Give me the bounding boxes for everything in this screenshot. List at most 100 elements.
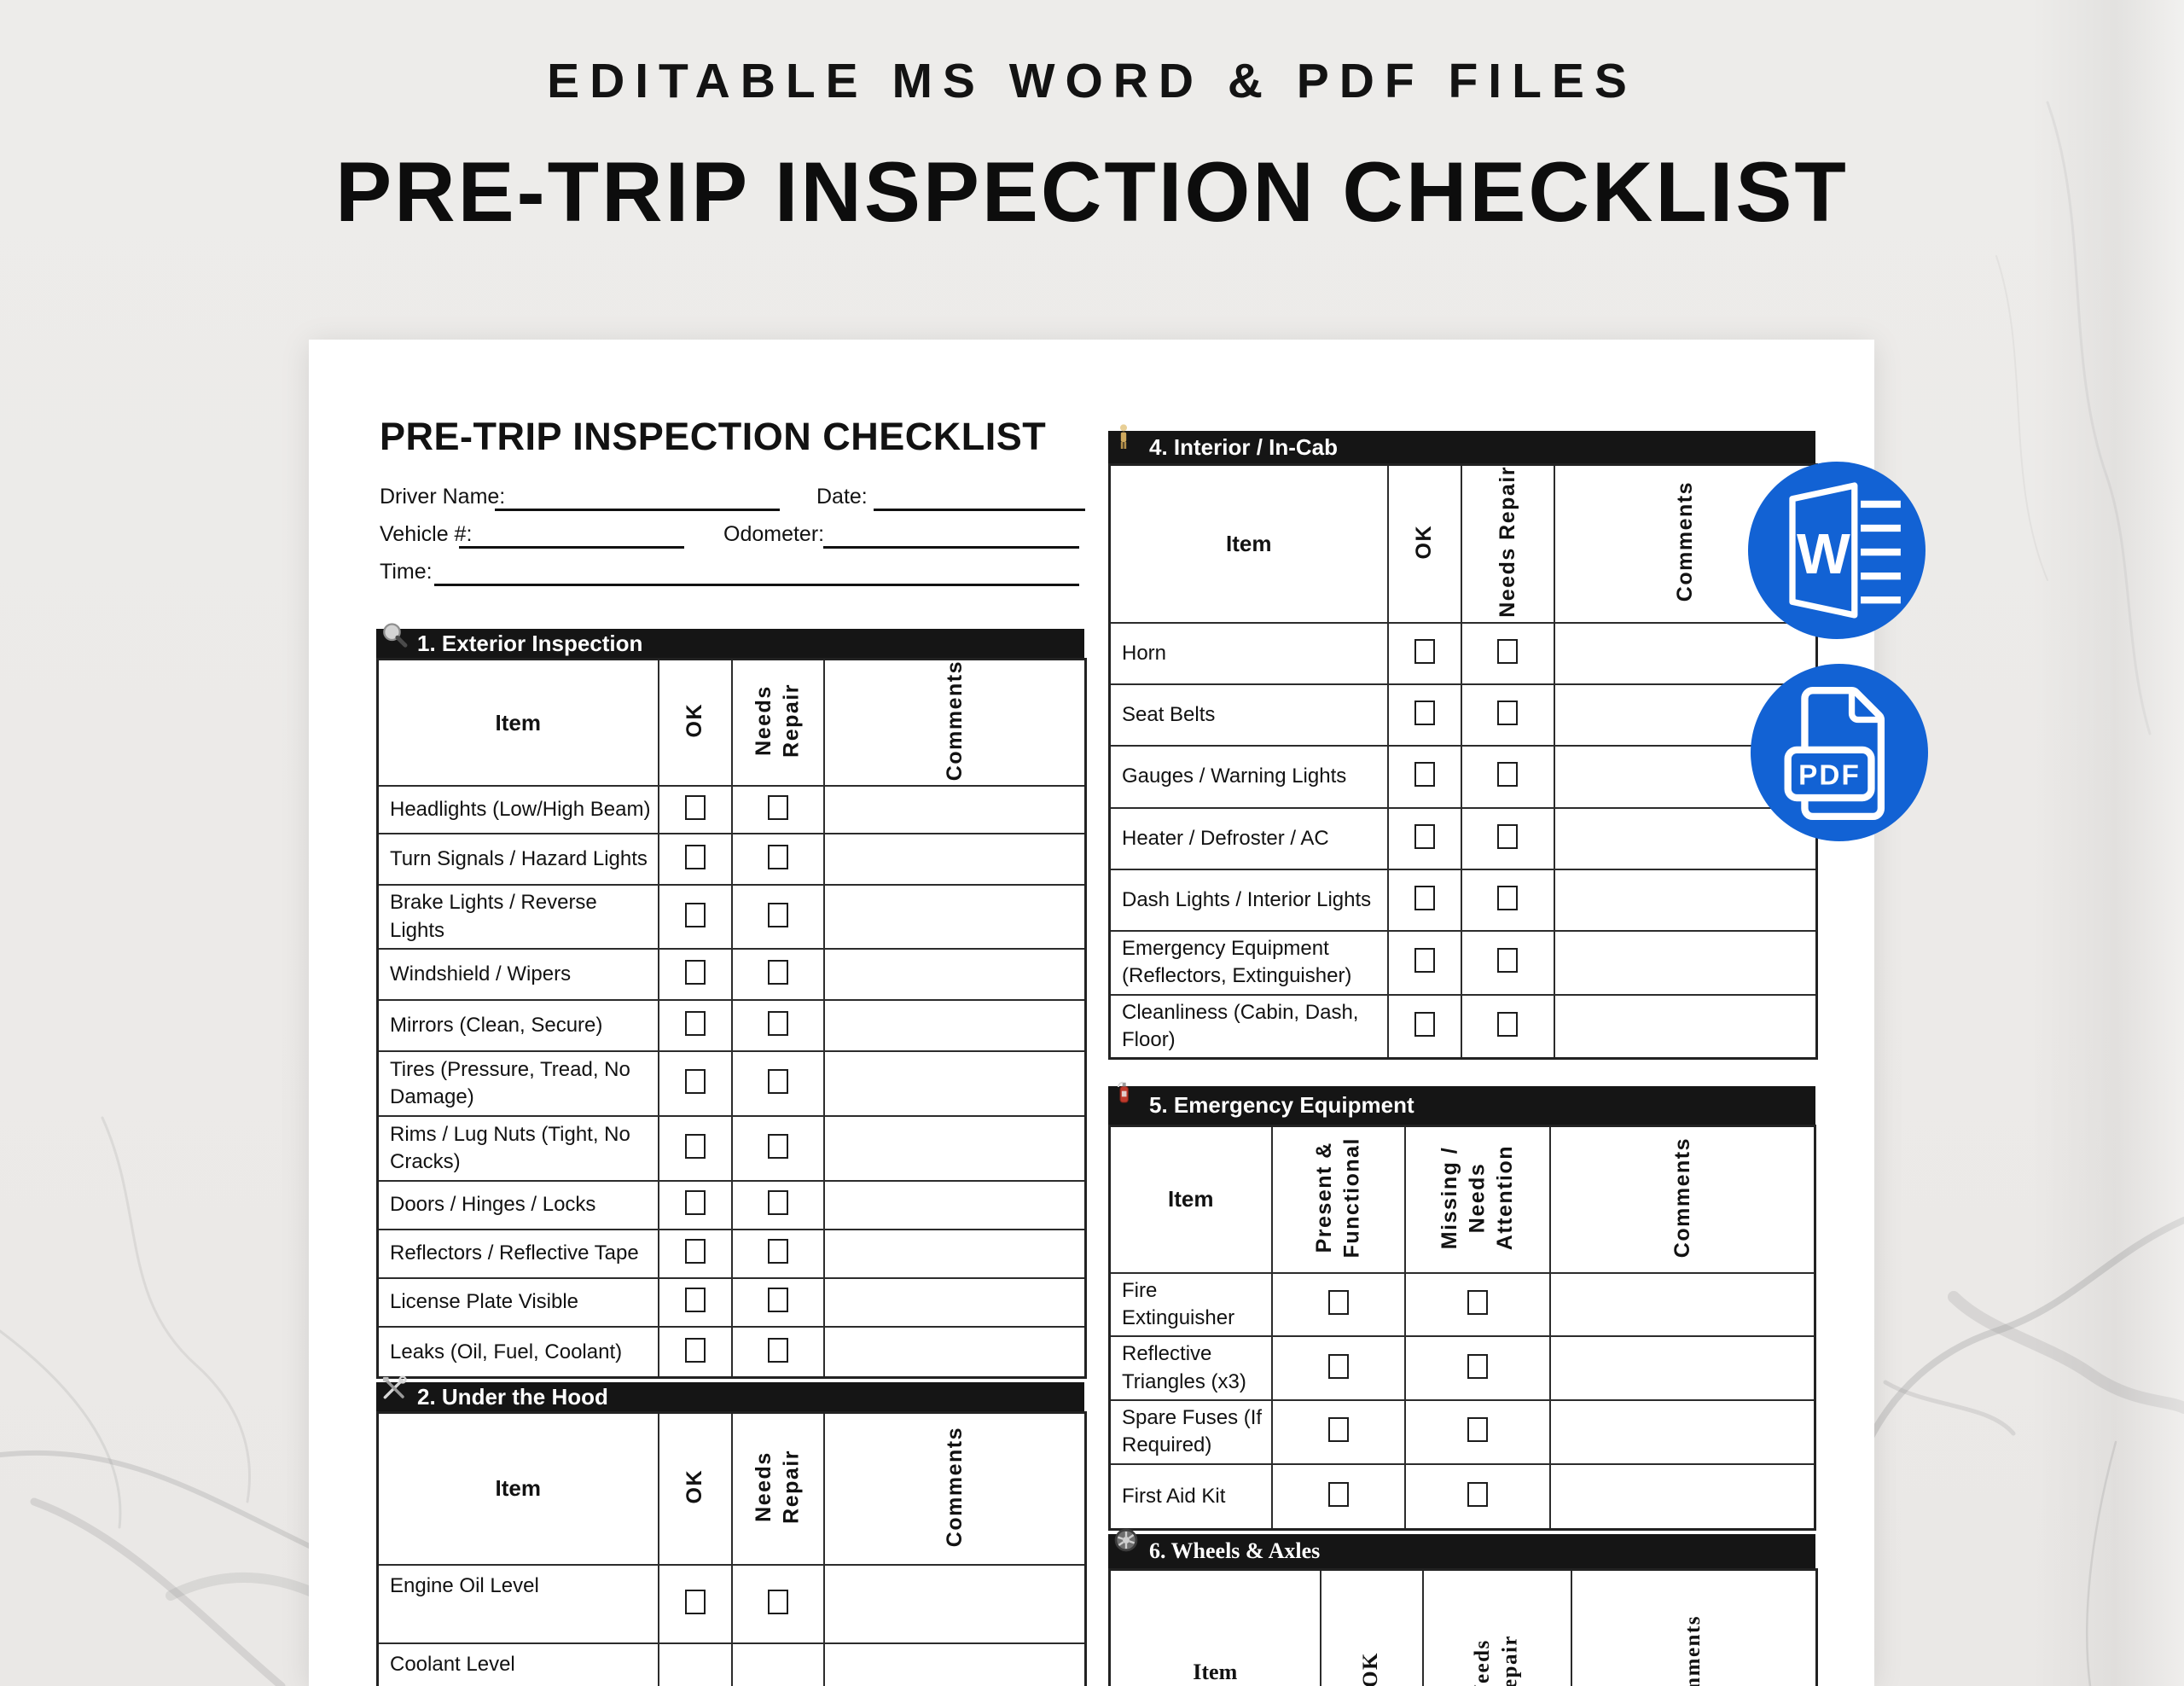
checkbox[interactable] [684,795,706,821]
checkbox[interactable] [767,1337,788,1363]
checkbox[interactable] [1414,638,1435,664]
column-header: OK [1386,463,1462,624]
checkbox[interactable] [1467,1482,1488,1508]
row-label: Seat Belts [1108,683,1389,747]
comments-cell[interactable] [822,1563,1087,1644]
checkbox[interactable] [1497,762,1518,788]
date-blank[interactable] [874,485,1085,511]
vehicle-blank[interactable] [459,522,684,549]
section-title: 2. Under the Hood [417,1383,608,1410]
checkbox-cell [1270,1271,1406,1338]
checkbox[interactable] [1497,638,1518,664]
checkbox[interactable] [767,1010,788,1036]
comments-cell[interactable] [822,947,1087,1001]
checkbox[interactable] [1327,1289,1349,1315]
checkbox[interactable] [767,1288,788,1313]
comments-cell[interactable] [822,1228,1087,1279]
checkbox[interactable] [1327,1353,1349,1379]
checkbox[interactable] [684,1190,706,1216]
checkbox[interactable] [684,1288,706,1313]
table-row: Reflectors / Reflective Tape [376,1228,1087,1279]
odometer-blank[interactable] [823,522,1079,549]
checkbox[interactable] [1327,1482,1349,1508]
comments-cell[interactable] [822,1179,1087,1230]
comments-cell[interactable] [1553,929,1818,996]
background-edge-shade [2030,0,2184,1686]
checkbox-cell [730,1325,825,1379]
checkbox[interactable] [684,1133,706,1159]
checkbox[interactable] [1414,700,1435,725]
checkbox[interactable] [767,1190,788,1216]
checkbox[interactable] [684,1239,706,1264]
checkbox[interactable] [684,1589,706,1614]
checkbox[interactable] [684,902,706,927]
comments-cell[interactable] [822,1114,1087,1182]
checkbox[interactable] [684,845,706,870]
column-header: OK [657,658,733,788]
comments-cell[interactable] [822,785,1087,835]
checkbox[interactable] [684,1337,706,1363]
driver-name-blank[interactable] [495,485,780,511]
checkbox[interactable] [767,1589,788,1614]
section-exterior: 1. Exterior Inspection Item OK Needs Repair… [376,623,1087,1380]
checkbox[interactable] [767,795,788,821]
checkbox[interactable] [1414,948,1435,974]
checklist-page: PRE-TRIP INSPECTION CHECKLIST Driver Nam… [309,340,1874,1686]
comments-cell[interactable] [822,833,1087,887]
checkbox-cell [1386,621,1462,685]
checkbox[interactable] [767,1239,788,1264]
checkbox[interactable] [684,1010,706,1036]
checkbox[interactable] [1414,823,1435,849]
comments-cell[interactable] [1548,1399,1816,1465]
checkbox[interactable] [1497,885,1518,910]
checkbox[interactable] [684,959,706,985]
document-title: PRE-TRIP INSPECTION CHECKLIST [380,415,1047,458]
comments-cell[interactable] [1553,621,1818,685]
comments-cell[interactable] [1548,1271,1816,1338]
checkbox[interactable] [1467,1353,1488,1379]
checkbox[interactable] [1497,700,1518,725]
driver-name-label: Driver Name: [380,485,506,509]
checkbox[interactable] [1414,762,1435,788]
comments-cell[interactable] [1548,1335,1816,1402]
time-blank[interactable] [434,560,1079,586]
item-column-header: Item [1108,1125,1273,1274]
comments-cell[interactable] [1553,993,1818,1060]
comments-cell[interactable] [822,1276,1087,1328]
checkbox[interactable] [684,1068,706,1094]
checkbox[interactable] [1414,885,1435,910]
comments-cell[interactable] [822,1325,1087,1379]
checkbox[interactable] [1497,1011,1518,1037]
checkbox[interactable] [767,1068,788,1094]
checkbox-cell [1386,806,1462,870]
checkbox[interactable] [1497,823,1518,849]
checkbox[interactable] [1467,1289,1488,1315]
comments-cell[interactable] [822,998,1087,1052]
table-row: First Aid Kit [1108,1462,1816,1531]
column-header: Comments [1548,1125,1816,1274]
checkbox-cell [657,1325,733,1379]
checkbox-cell [1386,993,1462,1060]
comments-cell[interactable] [822,884,1087,950]
comments-cell[interactable] [822,1049,1087,1117]
table-row: Headlights (Low/High Beam) [376,785,1087,835]
table-row: Leaks (Oil, Fuel, Coolant) [376,1325,1087,1379]
section-title: 1. Exterior Inspection [417,630,643,656]
checkbox[interactable] [767,1133,788,1159]
checkbox[interactable] [767,902,788,927]
comments-cell[interactable] [822,1642,1087,1686]
comments-cell[interactable] [1553,806,1818,870]
rotated-column-label: Needs Repair [752,1449,804,1524]
comments-cell[interactable] [1553,868,1818,932]
checkbox[interactable] [1414,1011,1435,1037]
checkbox-cell [1386,744,1462,809]
checkbox[interactable] [1497,948,1518,974]
checkbox[interactable] [767,845,788,870]
table-row: License Plate Visible [376,1276,1087,1328]
checkbox[interactable] [767,959,788,985]
checkbox-cell [657,833,733,887]
checkbox-cell [1403,1271,1551,1338]
checkbox[interactable] [1327,1417,1349,1443]
checkbox[interactable] [1467,1417,1488,1443]
comments-cell[interactable] [1548,1462,1816,1531]
